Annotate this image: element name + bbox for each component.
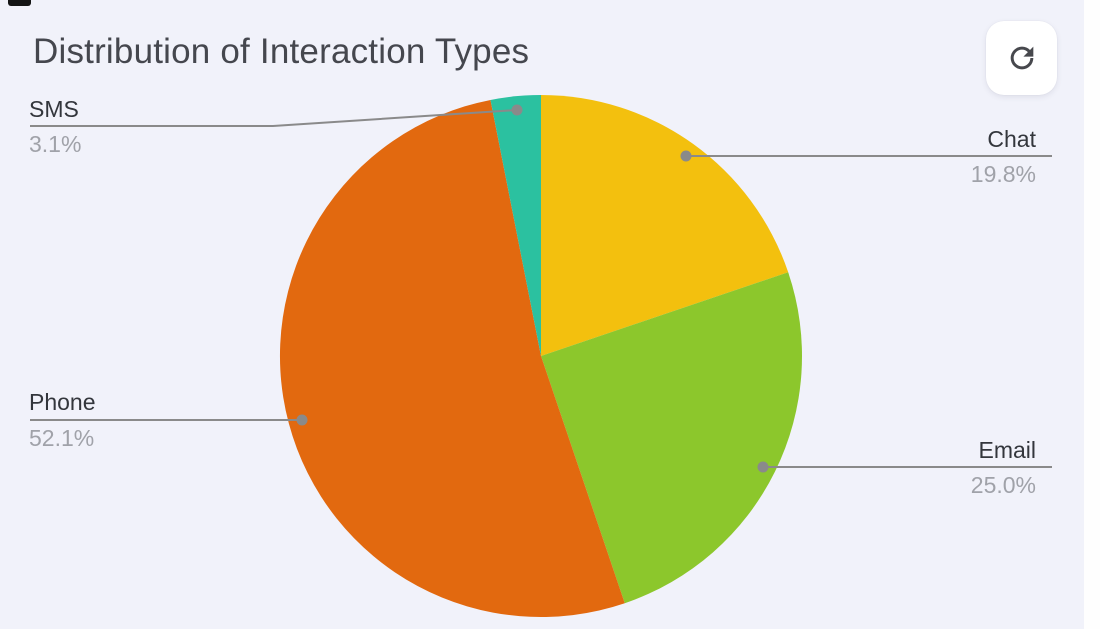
slice-label-chat: Chat [987,126,1036,152]
slice-label-sms: SMS [29,96,79,122]
annotation-email: Email 25.0% [971,437,1036,499]
refresh-button[interactable] [986,21,1057,95]
pie-slice-email[interactable] [541,272,802,604]
refresh-icon [1005,41,1039,75]
slice-percent-sms: 3.1% [29,131,82,157]
pie-slice-sms[interactable] [490,95,541,356]
slice-label-email: Email [978,437,1036,463]
slice-percent-phone: 52.1% [29,425,95,451]
annotation-chat: Chat 19.8% [971,126,1036,188]
pie-slice-chat[interactable] [541,95,789,356]
annotation-sms: SMS 3.1% [29,96,81,158]
slice-percent-email: 25.0% [970,472,1036,498]
slice-percent-chat: 19.8% [970,161,1036,187]
chart-title: Distribution of Interaction Types [33,32,530,71]
right-edge-strip [1084,0,1100,629]
pie-slice-phone[interactable] [279,99,625,618]
slice-label-phone: Phone [29,389,96,415]
annotation-phone: Phone 52.1% [29,389,96,452]
top-edge-mark [8,0,31,6]
